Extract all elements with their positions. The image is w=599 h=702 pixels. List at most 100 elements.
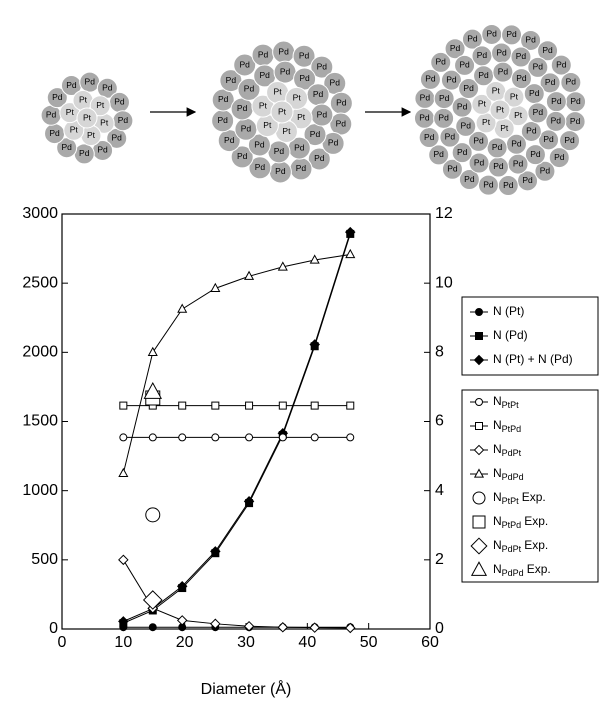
- atom-label: Pd: [474, 157, 485, 167]
- atom-label: Pd: [570, 116, 581, 126]
- atom: [247, 133, 271, 157]
- y2-tick-label: 6: [435, 413, 444, 430]
- legend-name: N: [493, 394, 502, 408]
- atom-label: Pd: [85, 76, 96, 86]
- marker: [472, 515, 486, 529]
- marker: [178, 433, 187, 442]
- atom-label: Pt: [66, 107, 75, 117]
- atom-label: Pd: [463, 83, 474, 93]
- atom-label: Pd: [503, 180, 514, 190]
- atom-label: Pd: [217, 115, 228, 125]
- y-tick-label: 500: [31, 551, 58, 568]
- legend-subscript: PdPd: [502, 568, 524, 578]
- legend-label: N (Pt) + N (Pd): [493, 352, 573, 366]
- y2-tick-label: 10: [435, 274, 453, 291]
- atom: [477, 174, 499, 196]
- atom-label: Pd: [275, 166, 286, 176]
- atom-label: Pt: [482, 117, 491, 127]
- marker: [243, 620, 255, 632]
- atom-label: Pd: [511, 139, 522, 149]
- series-line: [122, 253, 351, 474]
- marker: [345, 622, 356, 634]
- legend-name: N: [493, 538, 502, 552]
- atom-label: Pd: [112, 133, 123, 143]
- atom: [440, 69, 462, 91]
- atom: [430, 51, 452, 73]
- legend-suffix: Exp.: [522, 490, 546, 504]
- atom-label: Pd: [49, 128, 60, 138]
- atom-label: Pd: [52, 92, 63, 102]
- atom-label: Pd: [506, 29, 517, 39]
- atom-label: Pd: [102, 83, 113, 93]
- legend-label: NPdPt: [493, 442, 522, 458]
- atom-label: Pd: [446, 74, 457, 84]
- legend-label: NPtPt Exp.: [493, 490, 546, 506]
- atom-label: Pt: [263, 120, 272, 130]
- atom: [233, 53, 257, 77]
- atom: [501, 24, 523, 46]
- atom-label: Pd: [445, 131, 456, 141]
- atom: [534, 160, 556, 182]
- atom-label: Pd: [464, 174, 475, 184]
- marker: [470, 561, 488, 576]
- series-line: [123, 233, 351, 624]
- atom-label: Pd: [447, 164, 458, 174]
- atom-label: Pt: [478, 99, 487, 109]
- marker: [118, 616, 129, 627]
- atom-label: Pd: [237, 103, 248, 113]
- marker: [210, 546, 221, 557]
- atom-label: Pd: [226, 75, 237, 85]
- atom-label: Pd: [545, 77, 556, 87]
- marker: [475, 332, 483, 340]
- atom-label: Pd: [473, 136, 484, 146]
- atom-label: Pd: [543, 134, 554, 144]
- y2-tick-label: 12: [435, 205, 453, 222]
- atom-label: Pd: [425, 74, 436, 84]
- atom: [444, 38, 466, 60]
- marker: [277, 622, 289, 633]
- legend-name: N: [493, 418, 502, 432]
- atom: [454, 54, 476, 76]
- legend-subscript: PtPt: [502, 496, 520, 506]
- marker: [346, 433, 355, 442]
- atom-label: Pd: [254, 139, 265, 149]
- atom: [248, 156, 272, 180]
- legend-name: N: [493, 490, 502, 504]
- atom-label: Pd: [522, 175, 533, 185]
- atom-label: Pd: [551, 116, 562, 126]
- atom-label: Pt: [282, 126, 291, 136]
- atom-label: Pd: [280, 66, 291, 76]
- atom: [510, 46, 532, 68]
- y-tick-label: 0: [49, 620, 58, 637]
- legend-label: NPtPd: [493, 418, 521, 434]
- atom-label: Pd: [274, 146, 285, 156]
- legend-name: N (Pt): [493, 304, 524, 318]
- legend-subscript: PdPt: [502, 544, 522, 554]
- atom-label: Pt: [297, 112, 306, 122]
- atom-label: Pd: [461, 121, 472, 131]
- marker: [119, 433, 128, 442]
- atom-label: Pd: [492, 142, 503, 152]
- y-tick-label: 1500: [22, 413, 58, 430]
- atom-label: Pd: [66, 80, 77, 90]
- marker: [118, 467, 129, 478]
- atom-label: Pd: [97, 145, 108, 155]
- atom-label: Pd: [513, 158, 524, 168]
- atom-label: Pd: [299, 50, 310, 60]
- atom-label: Pd: [299, 73, 310, 83]
- atom-label: Pd: [483, 179, 494, 189]
- atom-label: Pd: [278, 46, 289, 56]
- legend-label: NPdPt Exp.: [493, 538, 548, 554]
- marker: [475, 422, 483, 430]
- atom-label: Pd: [224, 135, 235, 145]
- legend-label: NPtPd Exp.: [493, 514, 548, 530]
- atom-label: Pt: [514, 110, 523, 120]
- legend-subscript: PdPt: [502, 448, 522, 458]
- atom-label: Pt: [100, 118, 109, 128]
- marker: [177, 303, 188, 313]
- atom-label: Pd: [529, 88, 540, 98]
- marker: [470, 537, 488, 555]
- legend-name: N (Pd): [493, 328, 528, 342]
- atom-label: Pd: [459, 60, 470, 70]
